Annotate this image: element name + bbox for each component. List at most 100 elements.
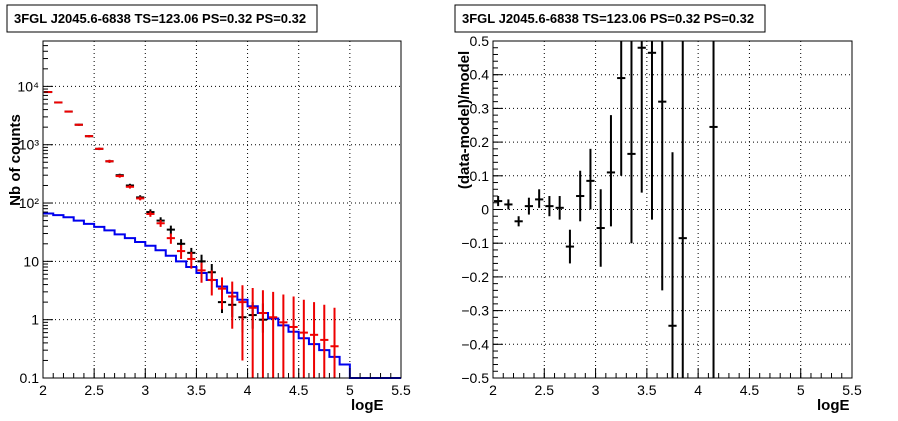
right-y-tick-label: 0: [481, 202, 489, 218]
left-x-tick-label: 2: [39, 382, 47, 398]
right-x-tick-label: 5.5: [842, 382, 862, 398]
left-data-point-red: [320, 304, 329, 378]
right-data-point-black: [709, 41, 718, 378]
left-data-point-red: [309, 302, 319, 378]
left-data-point-black: [166, 225, 175, 235]
right-y-tick-label: −0.3: [461, 303, 489, 319]
right-data-point-black: [576, 170, 585, 222]
right-y-tick-label: −0.5: [461, 370, 489, 386]
left-data-point-red: [156, 220, 165, 227]
right-x-tick-label: 2: [489, 382, 497, 398]
left-data-point-red: [207, 270, 216, 296]
left-chart-title: 3FGL J2045.6-6838 TS=123.06 PS=0.32 PS=0…: [14, 11, 306, 26]
right-data-point-black: [524, 197, 534, 215]
left-x-tick-label: 4: [244, 382, 252, 398]
left-data-point-red: [95, 147, 104, 151]
left-x-tick-label: 3: [141, 382, 149, 398]
left-data-point-red: [269, 291, 278, 378]
left-x-tick-label: 3.5: [187, 382, 207, 398]
left-data-point-red: [74, 123, 83, 126]
left-data-point-red: [136, 196, 145, 201]
right-data-point-black: [606, 115, 616, 227]
right-y-tick-label: 0.5: [470, 33, 490, 49]
left-data-point-red: [146, 211, 155, 217]
left-series: [43, 91, 401, 379]
left-data-point-red: [64, 110, 73, 113]
right-x-tick-label: 4: [694, 382, 702, 398]
left-y-tick-label: 1: [31, 312, 39, 328]
right-data-point-black: [596, 189, 605, 267]
right-data-point-black: [494, 196, 503, 207]
right-y-tick-label: 0.3: [470, 100, 490, 116]
left-data-point-red: [217, 277, 227, 310]
left-data-point-red: [228, 281, 237, 329]
left-data-point-red: [258, 290, 268, 378]
right-data-point-black: [586, 148, 595, 210]
left-grid: [43, 41, 401, 378]
right-y-tick-label: 0.4: [470, 67, 490, 83]
left-y-tick-label: 10: [23, 253, 39, 269]
right-data-point-black: [617, 41, 626, 176]
left-data-point-red: [105, 159, 114, 163]
left-ticks: 2 2.5 3 3.5 4 4.5 5 5.5 0.1 1 10 10² 10³ 10⁴: [17, 40, 411, 398]
right-data-point-black: [514, 216, 523, 227]
left-data-point-red: [299, 299, 308, 378]
right-data-point-black: [668, 152, 677, 378]
right-y-tick-label: −0.1: [461, 235, 489, 251]
left-x-tick-label: 5.5: [391, 382, 411, 398]
left-data-point-red: [54, 101, 63, 104]
left-data-point-red: [84, 135, 94, 138]
right-x-tick-label: 5: [797, 382, 805, 398]
right-y-tick-label: −0.2: [461, 269, 489, 285]
left-x-tick-label: 4.5: [289, 382, 309, 398]
left-data-point-red: [166, 233, 175, 244]
left-data-point-red: [248, 287, 257, 378]
right-grid: [493, 41, 852, 378]
right-y-tick-label: 0.2: [470, 134, 490, 150]
right-data-point-black: [647, 41, 657, 220]
left-data-point-red: [330, 307, 339, 378]
right-x-tick-label: 3: [592, 382, 600, 398]
right-data-point-black: [545, 196, 554, 217]
right-data-point-black: [678, 41, 687, 378]
left-y-tick-label: 10⁴: [17, 78, 39, 94]
right-x-tick-label: 4.5: [740, 382, 760, 398]
right-data-point-black: [555, 196, 564, 220]
right-y-tick-label: 0.1: [470, 168, 490, 184]
right-x-axis-label: logE: [817, 397, 850, 414]
left-title-box: [6, 4, 318, 33]
left-data-point-red: [125, 185, 135, 189]
left-panel: 3FGL J2045.6-6838 TS=123.06 PS=0.32 PS=0…: [6, 4, 411, 414]
right-ticks: 2 2.5 3 3.5 4 4.5 5 5.5 −0.5 −0.4 −0.3 −0.2 −0.1 0 0.1…: [461, 33, 862, 398]
right-x-tick-label: 2.5: [535, 382, 555, 398]
left-x-tick-label: 5: [346, 382, 354, 398]
left-data-point-red: [115, 174, 124, 178]
right-data-point-black: [535, 189, 544, 208]
right-title-box: [454, 4, 766, 33]
left-y-tick-label: 10³: [19, 137, 40, 153]
left-data-point-red: [187, 251, 196, 269]
right-data-point-black: [504, 199, 513, 210]
left-data-point-red: [176, 245, 186, 259]
right-x-tick-label: 3.5: [637, 382, 657, 398]
left-x-tick-label: 2.5: [84, 382, 104, 398]
left-data-point-red: [289, 296, 298, 378]
right-data-point-black: [658, 41, 667, 291]
left-y-axis-label: Nb of counts: [7, 114, 24, 206]
left-data-point-red: [238, 285, 247, 361]
left-x-axis-label: logE: [351, 397, 384, 414]
right-data-point-black: [637, 41, 646, 193]
right-y-axis-label: (data-model)/model: [456, 51, 473, 189]
left-data-point-red: [197, 262, 206, 283]
left-y-tick-label: 10²: [19, 195, 40, 211]
right-data-point-black: [565, 229, 575, 264]
left-data-point-red: [279, 294, 288, 378]
right-data-point-black: [627, 41, 636, 244]
left-y-tick-label: 0.1: [20, 370, 40, 386]
left-plot-frame: [42, 40, 402, 379]
right-chart-title: 3FGL J2045.6-6838 TS=123.06 PS=0.32 PS=0…: [462, 11, 754, 26]
right-panel: 3FGL J2045.6-6838 TS=123.06 PS=0.32 PS=0…: [454, 4, 862, 414]
right-y-tick-label: −0.4: [461, 336, 489, 352]
right-series: [494, 41, 718, 378]
